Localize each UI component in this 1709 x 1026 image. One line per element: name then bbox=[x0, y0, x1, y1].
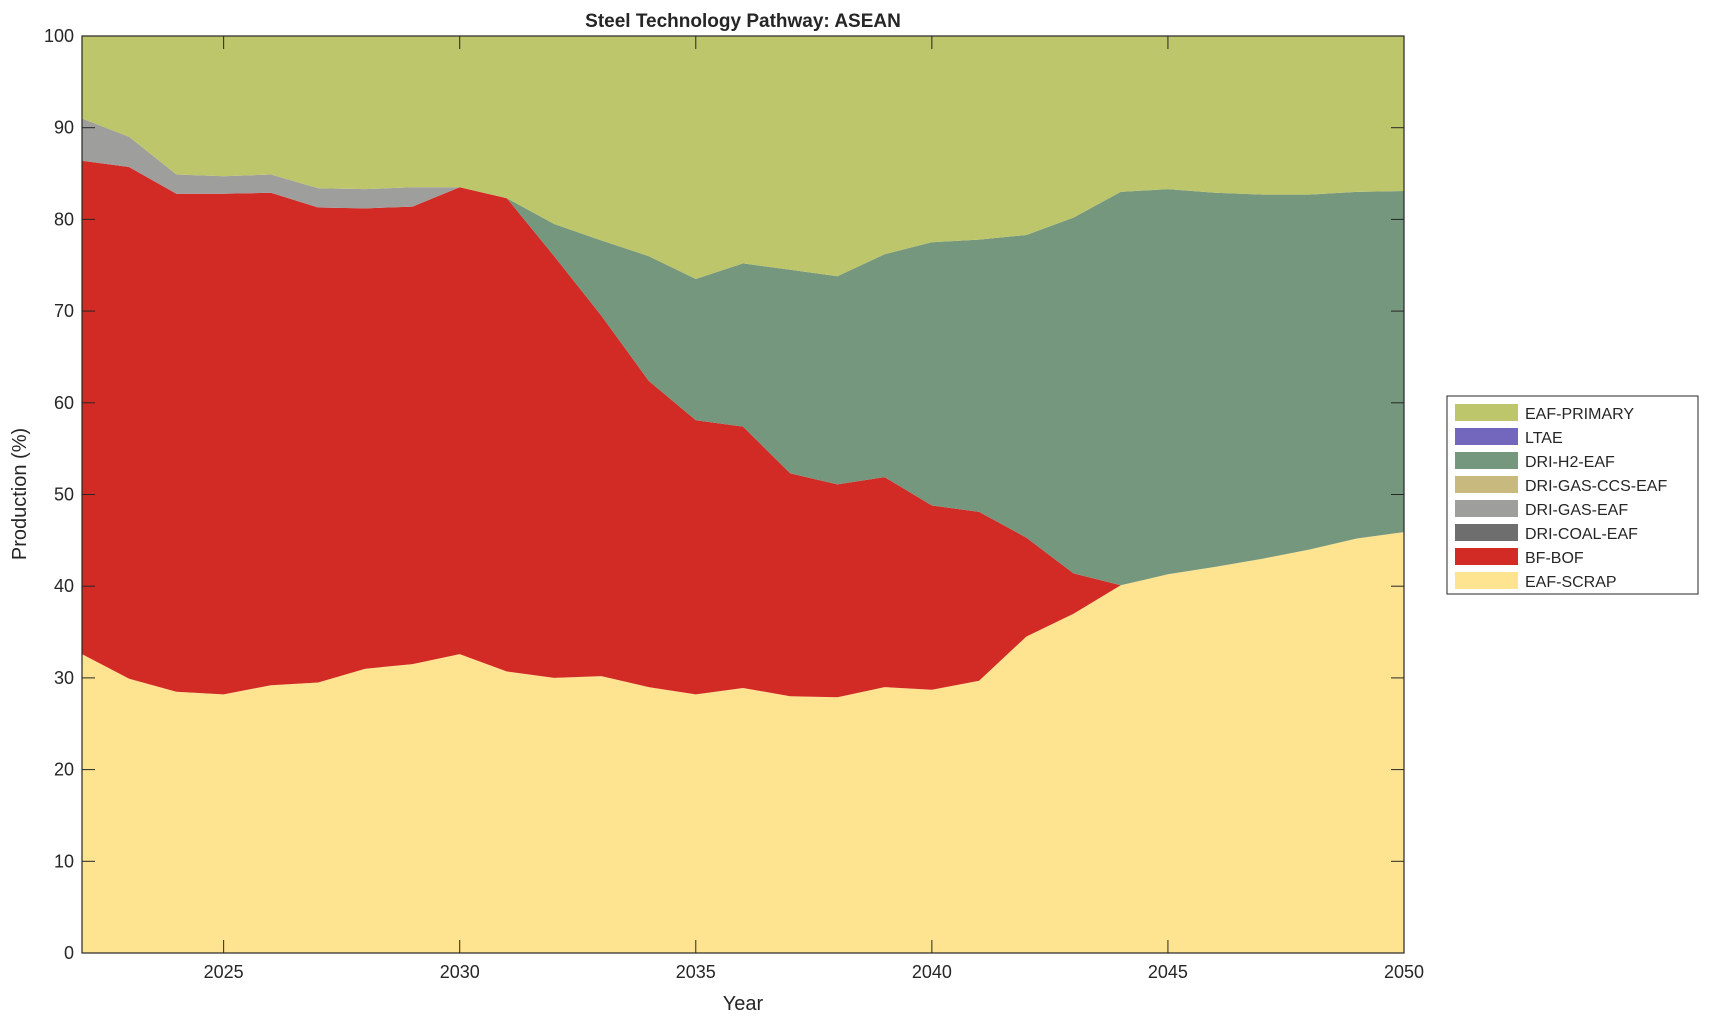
y-tick-label: 100 bbox=[44, 26, 74, 46]
y-tick-label: 10 bbox=[54, 851, 74, 871]
x-tick-label: 2035 bbox=[676, 962, 716, 982]
y-tick-label: 0 bbox=[64, 943, 74, 963]
y-tick-label: 60 bbox=[54, 393, 74, 413]
x-tick-label: 2050 bbox=[1384, 962, 1424, 982]
area-layers bbox=[82, 36, 1404, 953]
legend-swatch bbox=[1455, 428, 1518, 445]
y-axis-label: Production (%) bbox=[9, 428, 31, 560]
area-eaf-scrap bbox=[82, 532, 1404, 953]
legend-label: DRI-H2-EAF bbox=[1525, 454, 1615, 471]
legend-label: DRI-GAS-CCS-EAF bbox=[1525, 478, 1667, 495]
legend-swatch bbox=[1455, 476, 1518, 493]
y-tick-label: 20 bbox=[54, 760, 74, 780]
legend-label: EAF-SCRAP bbox=[1525, 574, 1617, 591]
x-axis-label: Year bbox=[723, 993, 764, 1015]
area-bf-bof bbox=[82, 160, 1404, 698]
y-tick-label: 80 bbox=[54, 209, 74, 229]
legend-label: DRI-GAS-EAF bbox=[1525, 502, 1628, 519]
legend-swatch bbox=[1455, 452, 1518, 469]
x-tick-label: 2040 bbox=[912, 962, 952, 982]
area-dri-h2-eaf bbox=[82, 118, 1404, 586]
y-tick-label: 90 bbox=[54, 118, 74, 138]
x-tick-label: 2045 bbox=[1148, 962, 1188, 982]
legend-label: EAF-PRIMARY bbox=[1525, 406, 1634, 423]
x-tick-label: 2025 bbox=[204, 962, 244, 982]
legend-swatch bbox=[1455, 572, 1518, 589]
legend: EAF-PRIMARY LTAE DRI-H2-EAF DRI-GAS-CCS-EAF… bbox=[1446, 395, 1699, 595]
y-tick-label: 40 bbox=[54, 576, 74, 596]
x-tick-label: 2030 bbox=[440, 962, 480, 982]
legend-swatch bbox=[1455, 404, 1518, 421]
y-tick-label: 70 bbox=[54, 301, 74, 321]
legend-label: LTAE bbox=[1525, 430, 1563, 447]
legend-swatch bbox=[1455, 548, 1518, 565]
legend-label: DRI-COAL-EAF bbox=[1525, 526, 1638, 543]
y-tick-label: 30 bbox=[54, 668, 74, 688]
y-tick-label: 50 bbox=[54, 485, 74, 505]
legend-swatch bbox=[1455, 500, 1518, 517]
area-eaf-primary bbox=[82, 36, 1404, 279]
legend-swatch bbox=[1455, 524, 1518, 541]
legend-label: BF-BOF bbox=[1525, 550, 1584, 567]
chart-title: Steel Technology Pathway: ASEAN bbox=[585, 11, 901, 32]
